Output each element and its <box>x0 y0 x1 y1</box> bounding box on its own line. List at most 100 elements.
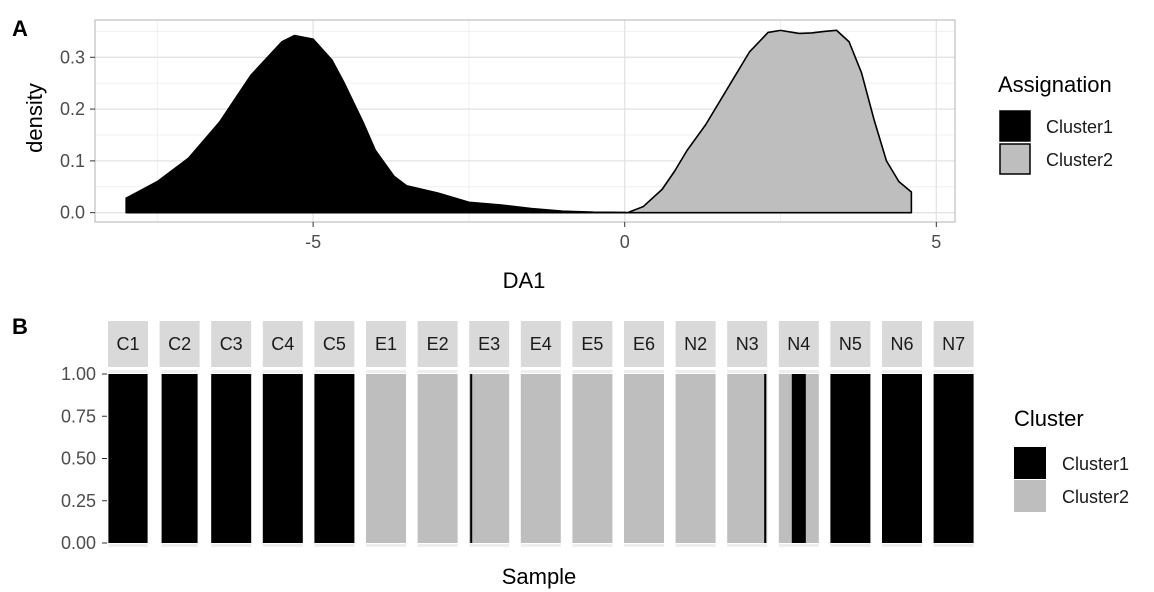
bar-y-tick-label: 0.50 <box>61 449 96 469</box>
facet-e3: E3 <box>469 321 510 547</box>
density-areas <box>125 29 913 214</box>
facet-bottom-stub <box>624 544 664 547</box>
facet-top-stub <box>933 370 974 373</box>
facet-bottom-stub <box>366 544 406 547</box>
facet-top-stub <box>572 370 613 373</box>
facet-strip-label: E1 <box>375 334 397 354</box>
bar-cluster2 <box>727 374 768 543</box>
facet-strip-label: N7 <box>942 334 965 354</box>
facet-bottom-stub <box>262 544 303 547</box>
cluster-legend-swatch-cluster2 <box>1014 480 1046 512</box>
facet-e2: E2 <box>417 321 458 547</box>
bar-x-axis-title: Sample <box>502 564 577 589</box>
bar-y-tick-label: 1.00 <box>61 364 96 384</box>
facet-bottom-stub <box>933 544 974 547</box>
bar-cluster1 <box>211 374 252 543</box>
bar-cluster1 <box>161 374 198 543</box>
facet-bottom-stub <box>469 544 510 547</box>
bar-y-tick-label: 0.75 <box>61 406 96 426</box>
facet-strip <box>830 321 871 367</box>
legend-label-cluster1: Cluster1 <box>1046 117 1113 137</box>
density-x-tick-label: -5 <box>305 232 321 252</box>
facet-strip-label: E6 <box>633 334 655 354</box>
facet-strip-label: C2 <box>168 334 191 354</box>
panel-b-tag: B <box>12 314 28 339</box>
facet-bottom-stub <box>161 544 198 547</box>
facet-strip <box>727 321 768 367</box>
assignation-legend: Assignation Cluster1 Cluster2 <box>998 72 1113 175</box>
bar-y-tick-label: 0.25 <box>61 491 96 511</box>
sample-facets: C1 C2 C3 C4 C5 E1 E2 E3 E4 E5 E6 N2 N3 N4 N5 N6 N7 <box>108 321 974 547</box>
facet-top-stub <box>161 370 198 373</box>
facet-top-stub <box>727 370 768 373</box>
facet-top-stub <box>469 370 510 373</box>
facet-strip-label: C5 <box>323 334 346 354</box>
facet-n2: N2 <box>675 321 716 547</box>
bar-cluster1 <box>882 374 922 543</box>
bar-cluster2 <box>572 374 613 543</box>
facet-top-stub <box>520 370 561 373</box>
facet-top-stub <box>882 370 922 373</box>
facet-strip-label: N6 <box>890 334 913 354</box>
facet-strip <box>624 321 664 367</box>
bar-cluster1 <box>262 374 303 543</box>
facet-strip-label: E3 <box>478 334 500 354</box>
bar-cluster2 <box>520 374 561 543</box>
facet-strip <box>572 321 613 367</box>
facet-bottom-stub <box>572 544 613 547</box>
density-y-axis-title: density <box>22 83 47 153</box>
density-y-tick-label: 0.0 <box>60 203 85 223</box>
bar-cluster1 <box>764 374 767 543</box>
bar-cluster2 <box>469 374 510 543</box>
facet-strip-label: E4 <box>530 334 552 354</box>
facet-bottom-stub <box>314 544 355 547</box>
facet-e1: E1 <box>366 321 406 547</box>
facet-e6: E6 <box>624 321 664 547</box>
facet-bottom-stub <box>882 544 922 547</box>
density-y-ticks: 0.0 0.1 0.2 0.3 <box>60 47 95 223</box>
bar-cluster1 <box>830 374 871 543</box>
facet-e4: E4 <box>520 321 561 547</box>
facet-strip <box>159 321 200 367</box>
facet-strip <box>108 321 148 367</box>
facet-strip-label: N4 <box>787 334 810 354</box>
facet-c5: C5 <box>314 321 355 547</box>
bar-cluster1 <box>470 374 473 543</box>
bar-cluster1 <box>791 374 806 543</box>
bar-cluster1 <box>108 374 148 543</box>
facet-strip-label: N3 <box>736 334 759 354</box>
facet-strip-label: N2 <box>684 334 707 354</box>
bar-cluster1 <box>314 374 355 543</box>
cluster-bar-panel: C1 C2 C3 C4 C5 E1 E2 E3 E4 E5 E6 N2 N3 N4 N5 N6 N7 0.000… <box>61 321 974 553</box>
density-panel: -5 0 5 0.0 0.1 0.2 0.3 <box>60 19 956 252</box>
facet-n6: N6 <box>882 321 922 547</box>
facet-strip-label: E2 <box>427 334 449 354</box>
facet-c2: C2 <box>159 321 200 547</box>
facet-bottom-stub <box>520 544 561 547</box>
facet-top-stub <box>624 370 664 373</box>
facet-strip <box>469 321 510 367</box>
facet-e5: E5 <box>572 321 613 547</box>
facet-top-stub <box>830 370 871 373</box>
facet-strip-label: C3 <box>220 334 243 354</box>
bar-y-ticks: 0.00 0.25 0.50 0.75 1.00 <box>61 364 107 553</box>
density-x-axis-title: DA1 <box>503 268 546 293</box>
facet-strip <box>314 321 355 367</box>
facet-strip <box>366 321 406 367</box>
density-y-tick-label: 0.3 <box>60 47 85 67</box>
density-x-ticks: -5 0 5 <box>305 222 941 252</box>
facet-top-stub <box>262 370 303 373</box>
facet-strip <box>778 321 819 367</box>
facet-bottom-stub <box>417 544 458 547</box>
density-y-tick-label: 0.1 <box>60 151 85 171</box>
facet-strip <box>933 321 974 367</box>
density-y-tick-label: 0.2 <box>60 99 85 119</box>
facet-top-stub <box>211 370 252 373</box>
legend-label-cluster2: Cluster2 <box>1046 150 1113 170</box>
facet-strip-label: C1 <box>116 334 139 354</box>
facet-strip-label: C4 <box>271 334 294 354</box>
facet-top-stub <box>417 370 458 373</box>
facet-bottom-stub <box>727 544 768 547</box>
legend-swatch-cluster1 <box>999 110 1031 142</box>
